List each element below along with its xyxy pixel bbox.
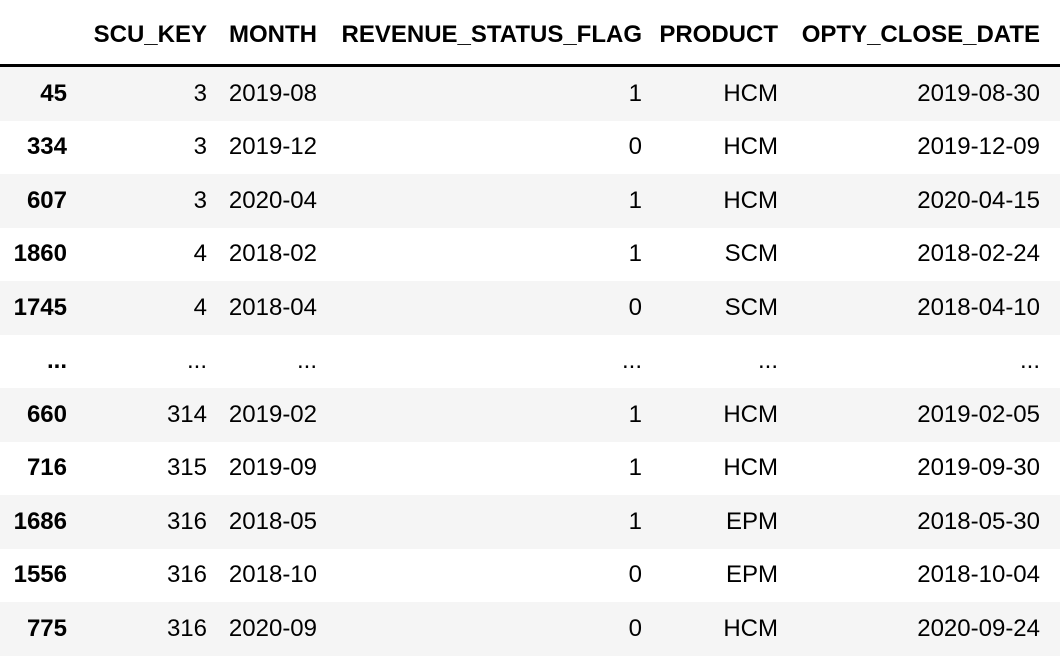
column-header-scu-key: SCU_KEY <box>67 0 207 67</box>
table-cell: 1 <box>628 186 642 214</box>
table-cell: 316 <box>166 561 207 589</box>
row-index: 775 <box>26 614 67 642</box>
table-cell: 2019-02-05 <box>917 400 1040 428</box>
table-header: SCU_KEY MONTH REVENUE_STATUS_FLAG PRODUC… <box>0 0 1060 67</box>
table-row: 607 3 2020-04 1 HCM 2020-04-15 <box>0 174 1060 228</box>
table-cell: 2018-04 <box>228 293 317 321</box>
table-cell: 1 <box>628 400 642 428</box>
row-index: 607 <box>26 186 67 214</box>
table-cell: 1 <box>628 454 642 482</box>
table-cell: 2019-08 <box>228 79 317 107</box>
table-cell: 3 <box>193 133 207 161</box>
table-body: 45 3 2019-08 1 HCM 2019-08-30 334 3 2019-12 0 HCM 2… <box>0 65 1060 656</box>
table-cell: 3 <box>193 79 207 107</box>
table-cell: HCM <box>723 133 778 161</box>
table-cell: 2019-12-09 <box>917 133 1040 161</box>
row-index: 660 <box>26 400 67 428</box>
table-cell: 315 <box>166 454 207 482</box>
table-row: 45 3 2019-08 1 HCM 2019-08-30 <box>0 65 1060 121</box>
row-index: ... <box>46 347 67 375</box>
table-cell: HCM <box>723 79 778 107</box>
column-header-month: MONTH <box>207 0 317 67</box>
table-cell: 2018-04-10 <box>917 293 1040 321</box>
table-cell: 2020-09-24 <box>917 614 1040 642</box>
table-cell: ... <box>1019 347 1040 375</box>
table-cell: 2020-04-15 <box>917 186 1040 214</box>
table-cell: 2018-10 <box>228 561 317 589</box>
table-cell: HCM <box>723 186 778 214</box>
table-cell: ... <box>757 347 778 375</box>
index-column-header <box>0 0 67 67</box>
table-row: 660 314 2019-02 1 HCM 2019-02-05 <box>0 388 1060 442</box>
table-cell: 0 <box>628 614 642 642</box>
table-cell: 3 <box>193 186 207 214</box>
table-row: 1686 316 2018-05 1 EPM 2018-05-30 <box>0 495 1060 549</box>
table-row: .................. <box>0 335 1060 389</box>
table-row: 716 315 2019-09 1 HCM 2019-09-30 <box>0 442 1060 496</box>
table-cell: 316 <box>166 507 207 535</box>
table-cell: ... <box>296 347 317 375</box>
table-cell: 2019-02 <box>228 400 317 428</box>
table-cell: HCM <box>723 400 778 428</box>
table-cell: 2018-05 <box>228 507 317 535</box>
table-cell: EPM <box>725 507 778 535</box>
table-row: 1556 316 2018-10 0 EPM 2018-10-04 <box>0 549 1060 603</box>
table-cell: 2019-09 <box>228 454 317 482</box>
row-index: 45 <box>40 79 67 107</box>
table-cell: 1 <box>628 79 642 107</box>
header-row: SCU_KEY MONTH REVENUE_STATUS_FLAG PRODUC… <box>0 0 1060 67</box>
table-cell: ... <box>186 347 207 375</box>
table-cell: SCM <box>724 240 778 268</box>
table-cell: HCM <box>723 614 778 642</box>
table-cell: 2019-08-30 <box>917 79 1040 107</box>
table-cell: SCM <box>724 293 778 321</box>
table-cell: 2020-09 <box>228 614 317 642</box>
table-row: 1745 4 2018-04 0 SCM 2018-04-10 <box>0 281 1060 335</box>
table-cell: 1 <box>628 240 642 268</box>
table-cell: 1 <box>628 507 642 535</box>
table-cell: 2018-10-04 <box>917 561 1040 589</box>
table-cell: 2018-02 <box>228 240 317 268</box>
table-cell: 2018-02-24 <box>917 240 1040 268</box>
table-row: 1860 4 2018-02 1 SCM 2018-02-24 <box>0 228 1060 282</box>
row-index: 1556 <box>13 561 67 589</box>
row-index: 1745 <box>13 293 67 321</box>
table-row: 775 316 2020-09 0 HCM 2020-09-24 <box>0 602 1060 656</box>
column-header-opty-close-date: OPTY_CLOSE_DATE <box>778 0 1060 67</box>
row-index: 334 <box>26 133 67 161</box>
row-index: 1686 <box>13 507 67 535</box>
table-cell: 2018-05-30 <box>917 507 1040 535</box>
row-index: 716 <box>26 454 67 482</box>
table-cell: 2020-04 <box>228 186 317 214</box>
table-row: 334 3 2019-12 0 HCM 2019-12-09 <box>0 121 1060 175</box>
table-cell: HCM <box>723 454 778 482</box>
table-cell: 0 <box>628 561 642 589</box>
column-header-product: PRODUCT <box>642 0 778 67</box>
table-cell: 314 <box>166 400 207 428</box>
table-cell: 316 <box>166 614 207 642</box>
table-cell: ... <box>621 347 642 375</box>
column-header-revenue-status-flag: REVENUE_STATUS_FLAG <box>317 0 642 67</box>
table-cell: 4 <box>193 293 207 321</box>
row-index: 1860 <box>13 240 67 268</box>
table-cell: 2019-12 <box>228 133 317 161</box>
table-cell: 0 <box>628 133 642 161</box>
table-cell: 2019-09-30 <box>917 454 1040 482</box>
table-cell: 4 <box>193 240 207 268</box>
table-cell: EPM <box>725 561 778 589</box>
table-cell: 0 <box>628 293 642 321</box>
